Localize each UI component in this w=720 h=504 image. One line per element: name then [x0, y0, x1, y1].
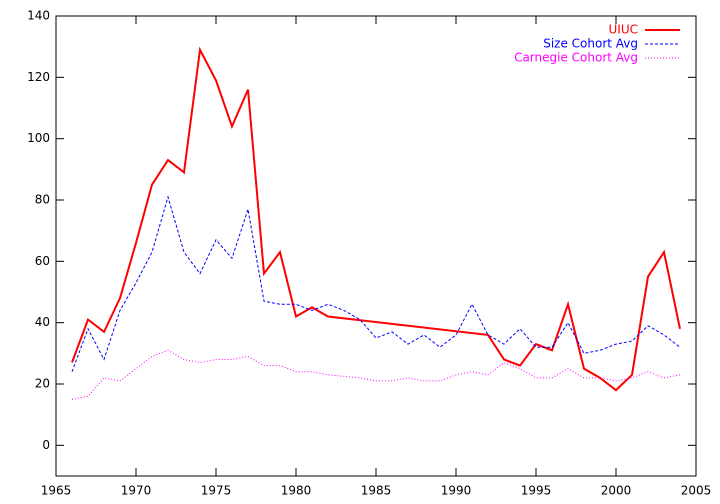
series-line — [71, 195, 681, 372]
series-line — [71, 349, 681, 400]
series-line — [71, 46, 681, 392]
y-tick-label: 140 — [27, 9, 50, 23]
legend-label: Carnegie Cohort Avg — [514, 51, 638, 65]
legend-label: UIUC — [609, 23, 638, 37]
y-tick-label: 20 — [35, 377, 50, 391]
x-tick-label: 1970 — [121, 484, 152, 498]
y-tick-label: 120 — [27, 70, 50, 84]
y-tick-label: 80 — [35, 193, 50, 207]
x-tick-label: 1965 — [41, 484, 72, 498]
x-tick-label: 2005 — [681, 484, 712, 498]
x-tick-label: 1975 — [201, 484, 232, 498]
plot-frame — [55, 15, 697, 477]
y-tick-label: 40 — [35, 315, 50, 329]
legend-label: Size Cohort Avg — [543, 37, 638, 51]
x-tick-label: 2000 — [601, 484, 632, 498]
x-tick-label: 1990 — [441, 484, 472, 498]
x-tick-label: 1980 — [281, 484, 312, 498]
y-tick-label: 100 — [27, 131, 50, 145]
x-tick-label: 1995 — [521, 484, 552, 498]
x-tick-label: 1985 — [361, 484, 392, 498]
y-tick-label: 60 — [35, 254, 50, 268]
y-tick-label: 0 — [42, 438, 50, 452]
